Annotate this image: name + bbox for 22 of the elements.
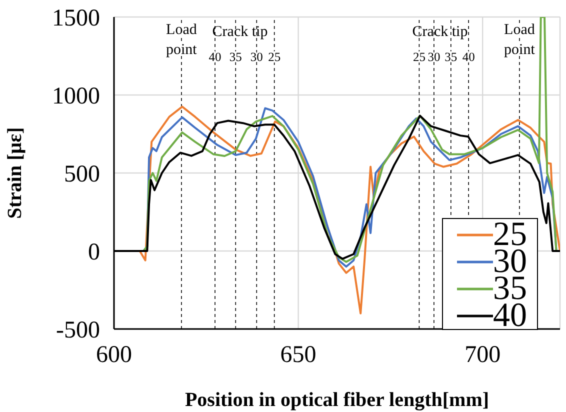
annotation: Crack tip	[411, 24, 469, 41]
annotation: 35	[444, 50, 458, 64]
annotation: 30	[428, 50, 440, 64]
annotation: 40	[208, 50, 222, 64]
annotation: 40	[462, 50, 475, 64]
annotation: 25	[268, 50, 281, 64]
annotation: 25	[412, 50, 426, 64]
annotation: Crack tip	[211, 24, 269, 41]
y-tick-label: 0	[88, 240, 100, 266]
x-tick-label: 700	[464, 342, 501, 368]
x-axis-title: Position in optical fiber length[mm]	[184, 389, 490, 411]
ref-line-label: Load point	[166, 22, 198, 58]
annotation: 35	[229, 50, 242, 64]
annotation: 30	[250, 50, 263, 64]
x-tick-label: 600	[96, 342, 132, 368]
y-tick-label: 1500	[52, 6, 100, 32]
y-tick-label: 500	[64, 162, 100, 188]
y-tick-label: 1000	[52, 84, 100, 110]
y-tick-label: -500	[56, 318, 100, 344]
ref-line-label: Load point	[504, 22, 536, 58]
x-tick-label: 650	[280, 342, 316, 368]
y-axis-title: Strain [με]	[4, 127, 26, 219]
